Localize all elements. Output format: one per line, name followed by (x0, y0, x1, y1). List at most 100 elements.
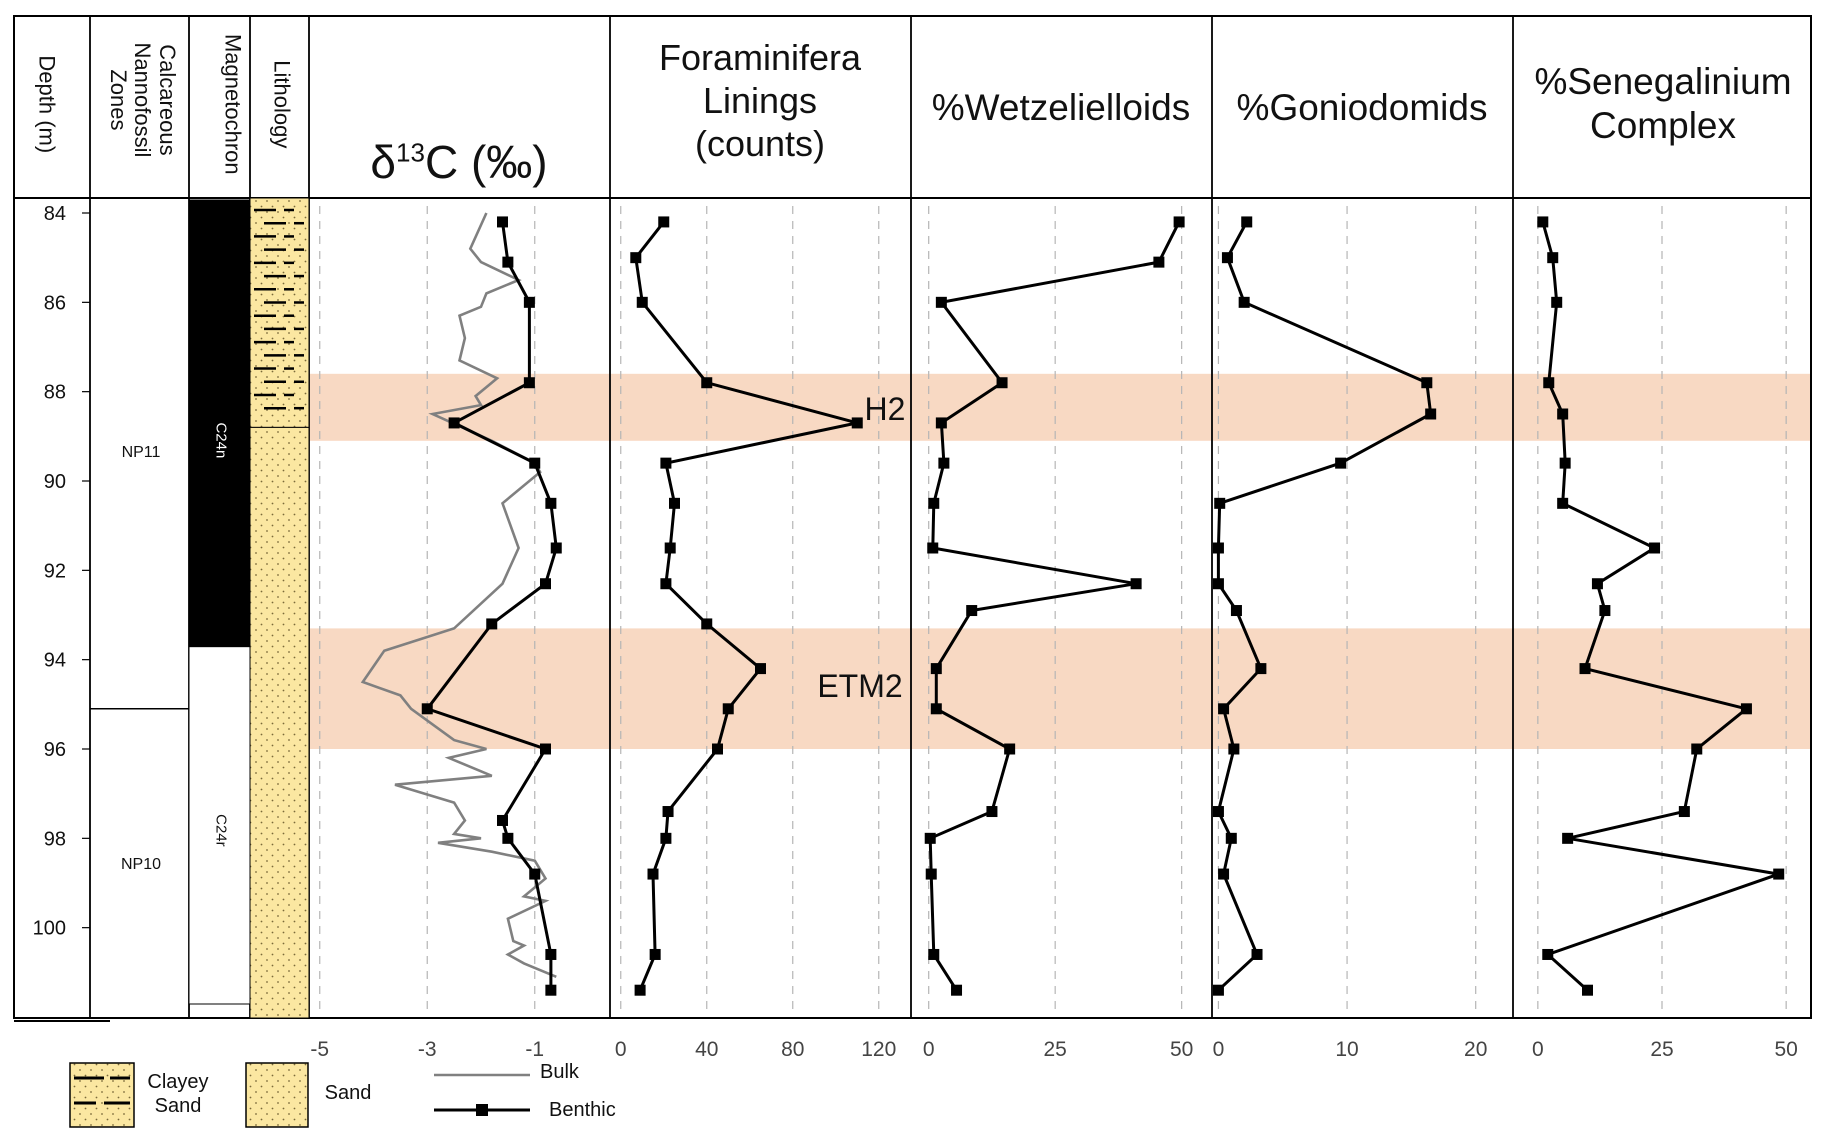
d13c-delta: δ (370, 136, 397, 189)
data-point-marker (634, 984, 646, 996)
data-point-marker (1255, 663, 1267, 675)
data-point-marker (550, 542, 562, 554)
lithology-clayey-sand (249, 197, 310, 428)
zone-np11-label: NP11 (121, 444, 161, 461)
data-point-marker (1241, 216, 1253, 228)
data-point-marker (647, 868, 659, 880)
chron-c24r-label: C24r (212, 814, 230, 847)
data-point-marker (529, 457, 541, 469)
data-point-marker (497, 814, 508, 826)
data-point-marker (1335, 457, 1347, 469)
data-point-marker (928, 497, 940, 509)
depth-tick-label: 84 (44, 203, 66, 225)
data-point-marker (1547, 252, 1559, 264)
chron-c24n-label: C24n (212, 422, 230, 459)
nannofossil-zones-header: Calcareous Nannofossil Zones (105, 42, 180, 158)
event-h2-label: H2 (864, 391, 906, 427)
data-point-marker (497, 216, 508, 228)
data-point-marker (1599, 605, 1611, 617)
data-point-marker (1551, 296, 1563, 308)
x-tick-label: 20 (1464, 1038, 1487, 1061)
data-point-marker (1740, 703, 1752, 715)
data-point-marker (1230, 605, 1242, 617)
data-point-marker (930, 703, 942, 715)
data-point-marker (755, 663, 766, 675)
series-line-bulk (360, 212, 557, 979)
data-point-marker (1591, 578, 1603, 590)
data-point-marker (502, 832, 514, 844)
x-tick-label: -5 (310, 1038, 329, 1061)
data-point-marker (1691, 743, 1703, 755)
data-point-marker (1173, 216, 1185, 228)
depth-tick-label: 92 (44, 560, 66, 582)
series-line-benthic (928, 221, 1181, 992)
data-point-marker (1543, 377, 1555, 389)
data-point-marker (1212, 984, 1224, 996)
data-point-marker (1130, 578, 1142, 590)
data-point-marker (925, 868, 937, 880)
data-point-marker (1537, 216, 1549, 228)
data-point-marker (935, 417, 947, 429)
data-point-marker (529, 868, 541, 880)
data-point-marker (1228, 743, 1240, 755)
data-point-marker (1218, 703, 1230, 715)
data-point-marker (1678, 806, 1690, 818)
gonio-header: %Goniodomids (1236, 87, 1488, 128)
data-point-marker (924, 832, 936, 844)
data-point-marker (1225, 832, 1237, 844)
x-tick-label: 25 (1043, 1038, 1066, 1061)
zone-np10-label: NP10 (120, 856, 162, 873)
data-point-marker (523, 296, 535, 308)
legend-bulk-label: Bulk (540, 1061, 579, 1083)
data-point-marker (966, 605, 978, 617)
legend-clayey-sand-swatch (69, 1062, 135, 1128)
foram-header: Foraminifera Linings (counts) (658, 37, 862, 165)
data-point-marker (701, 618, 713, 630)
data-point-marker (545, 948, 557, 960)
depth-tick-label: 100 (33, 918, 66, 940)
legend-benthic-label: Benthic (549, 1099, 616, 1121)
event-band-etm2 (309, 628, 1811, 749)
data-point-marker (649, 948, 661, 960)
data-point-marker (1238, 296, 1250, 308)
data-point-marker (1557, 408, 1569, 420)
depth-tick-label: 90 (44, 471, 66, 493)
depth-tick-label: 98 (44, 828, 66, 850)
data-point-marker (1579, 663, 1591, 675)
legend-sand-swatch (245, 1062, 309, 1128)
data-point-marker (660, 832, 672, 844)
x-tick-label: 80 (781, 1038, 804, 1061)
data-point-marker (951, 984, 963, 996)
x-tick-label: 0 (1213, 1038, 1225, 1061)
x-tick-label: -3 (418, 1038, 437, 1061)
depth-tick-label: 86 (44, 292, 66, 314)
data-point-marker (701, 377, 713, 389)
data-point-marker (662, 806, 674, 818)
data-point-marker (502, 256, 514, 268)
figure-border (13, 15, 1812, 1019)
x-tick-label: 0 (923, 1038, 935, 1061)
x-tick-label: 0 (615, 1038, 627, 1061)
d13c-units: C (‰) (424, 136, 548, 189)
x-tick-label: 50 (1170, 1038, 1193, 1061)
data-point-marker (1557, 497, 1569, 509)
data-point-marker (1542, 948, 1554, 960)
data-point-marker (658, 216, 670, 228)
data-point-marker (421, 703, 433, 715)
data-point-marker (938, 457, 950, 469)
data-point-marker (1221, 252, 1233, 264)
data-point-marker (1214, 497, 1226, 509)
x-tick-label: 10 (1335, 1038, 1358, 1061)
depth-tick-label: 94 (44, 650, 66, 672)
lithology-header: Lithology (269, 60, 295, 149)
depth-header: Depth (m) (34, 55, 60, 154)
data-point-marker (1212, 806, 1224, 818)
data-point-marker (486, 618, 498, 630)
x-tick-label: 40 (695, 1038, 718, 1061)
data-point-marker (1582, 984, 1593, 996)
data-point-marker (540, 743, 551, 755)
data-point-marker (664, 542, 676, 554)
data-point-marker (1649, 542, 1661, 554)
data-point-marker (1425, 408, 1437, 420)
legend-clayey-sand-label: Clayey Sand (147, 1071, 209, 1117)
